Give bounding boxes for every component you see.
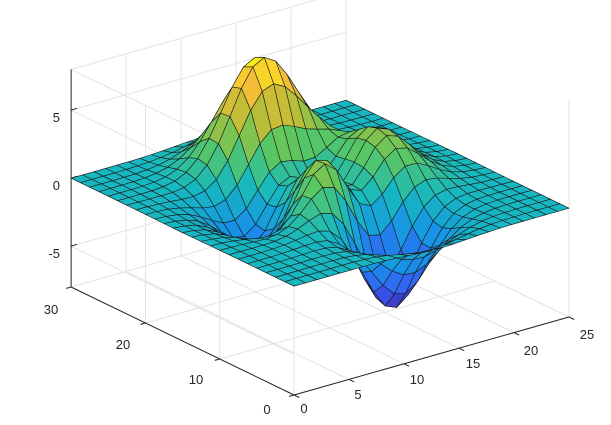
x-tick-label: 25 — [580, 327, 594, 342]
y-tick-label: 0 — [263, 402, 270, 417]
z-tick-mark — [70, 243, 78, 247]
y-tick-mark — [214, 358, 220, 361]
y-tick-label: 20 — [116, 337, 130, 352]
x-tick-label: 10 — [410, 372, 424, 387]
floor-grid-line — [180, 255, 405, 365]
x-tick-mark — [458, 347, 465, 352]
x-tick-label: 15 — [466, 356, 480, 371]
floor-grid-line — [125, 270, 350, 380]
y-tick-mark — [66, 286, 72, 289]
x-tick-mark — [568, 316, 575, 320]
y-tick-label: 10 — [189, 372, 203, 387]
z-tick-label: 0 — [53, 178, 60, 193]
x-tick-mark — [403, 363, 410, 367]
y-tick-labels: 0 10 20 30 — [44, 302, 271, 417]
x-axis-line — [293, 316, 570, 396]
z-tick-label: -5 — [48, 246, 60, 261]
y-axis-line — [70, 286, 295, 396]
z-tick-label: 5 — [53, 110, 60, 125]
x-tick-label: 20 — [524, 343, 538, 358]
axes-frame — [66, 69, 575, 398]
y-tick-label: 30 — [44, 302, 58, 317]
side-wall-grid-line — [70, 245, 295, 355]
surface-facet — [284, 278, 306, 287]
x-tick-label: 0 — [300, 401, 307, 416]
y-tick-mark — [140, 322, 146, 325]
x-tick-label: 5 — [354, 387, 361, 402]
x-tick-labels: 0 5 10 15 20 25 — [300, 327, 594, 416]
z-tick-labels: -5 0 5 — [48, 110, 60, 261]
y-tick-mark — [288, 394, 295, 397]
x-tick-mark — [513, 332, 520, 336]
back-wall-grid-line — [70, 31, 347, 111]
x-tick-mark — [293, 394, 300, 398]
floor-grid-line — [219, 280, 495, 360]
z-tick-mark — [70, 107, 78, 111]
box-edge — [70, 0, 318, 70]
x-tick-mark — [348, 378, 355, 383]
surface-plot — [70, 57, 570, 308]
